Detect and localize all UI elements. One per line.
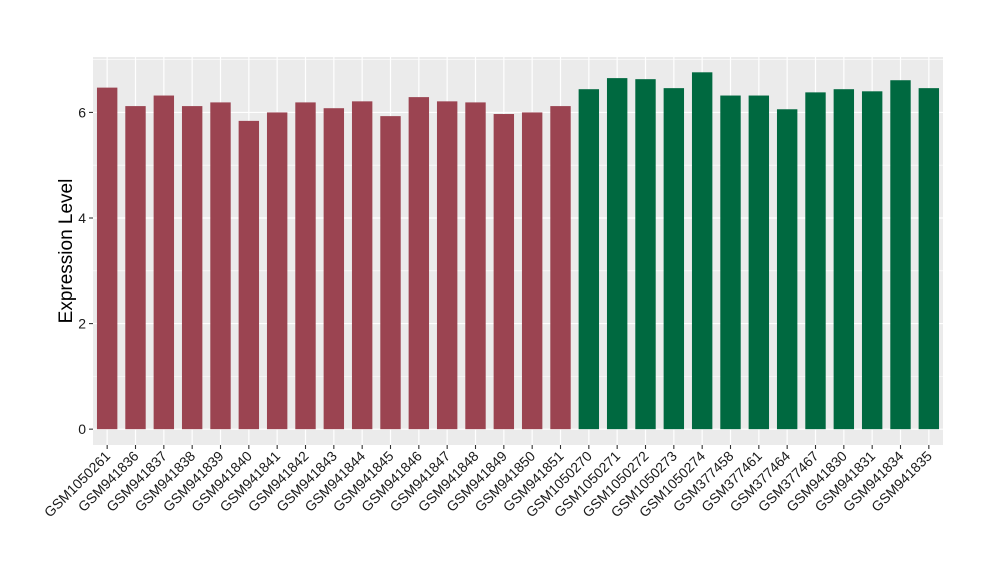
bar (493, 114, 515, 430)
bar (918, 88, 940, 430)
bar (748, 95, 770, 430)
bars (96, 72, 940, 430)
y-tick-label: 2 (78, 316, 86, 332)
bar (663, 88, 685, 430)
bar (776, 109, 798, 430)
bar (323, 108, 345, 430)
bar (351, 101, 373, 430)
y-tick-label: 4 (78, 210, 86, 226)
bar (436, 101, 458, 430)
bar (238, 120, 260, 430)
bar (210, 102, 231, 430)
bar (635, 79, 656, 430)
y-tick-label: 6 (78, 104, 86, 120)
bar (720, 95, 741, 430)
y-axis: 0 2 4 6 (78, 104, 93, 437)
bar (408, 97, 430, 430)
bar (521, 112, 543, 430)
x-axis: GSM1050261GSM941836GSM941837GSM941838GSM… (41, 445, 935, 520)
bar (833, 89, 855, 430)
bar (606, 78, 628, 430)
bar (380, 116, 401, 430)
bar (861, 91, 883, 430)
bar (578, 89, 600, 430)
bar (181, 106, 203, 430)
bar (805, 92, 826, 430)
bar (125, 106, 146, 430)
bar (266, 112, 288, 430)
bar (890, 80, 911, 430)
bar (691, 72, 713, 430)
bar (153, 95, 175, 430)
bar (465, 102, 486, 430)
plot-panel (93, 57, 943, 445)
y-tick-label: 0 (78, 421, 86, 437)
bar (295, 102, 316, 430)
y-axis-title: Expression Level (56, 179, 77, 324)
bar (550, 106, 571, 430)
bar (96, 87, 118, 430)
